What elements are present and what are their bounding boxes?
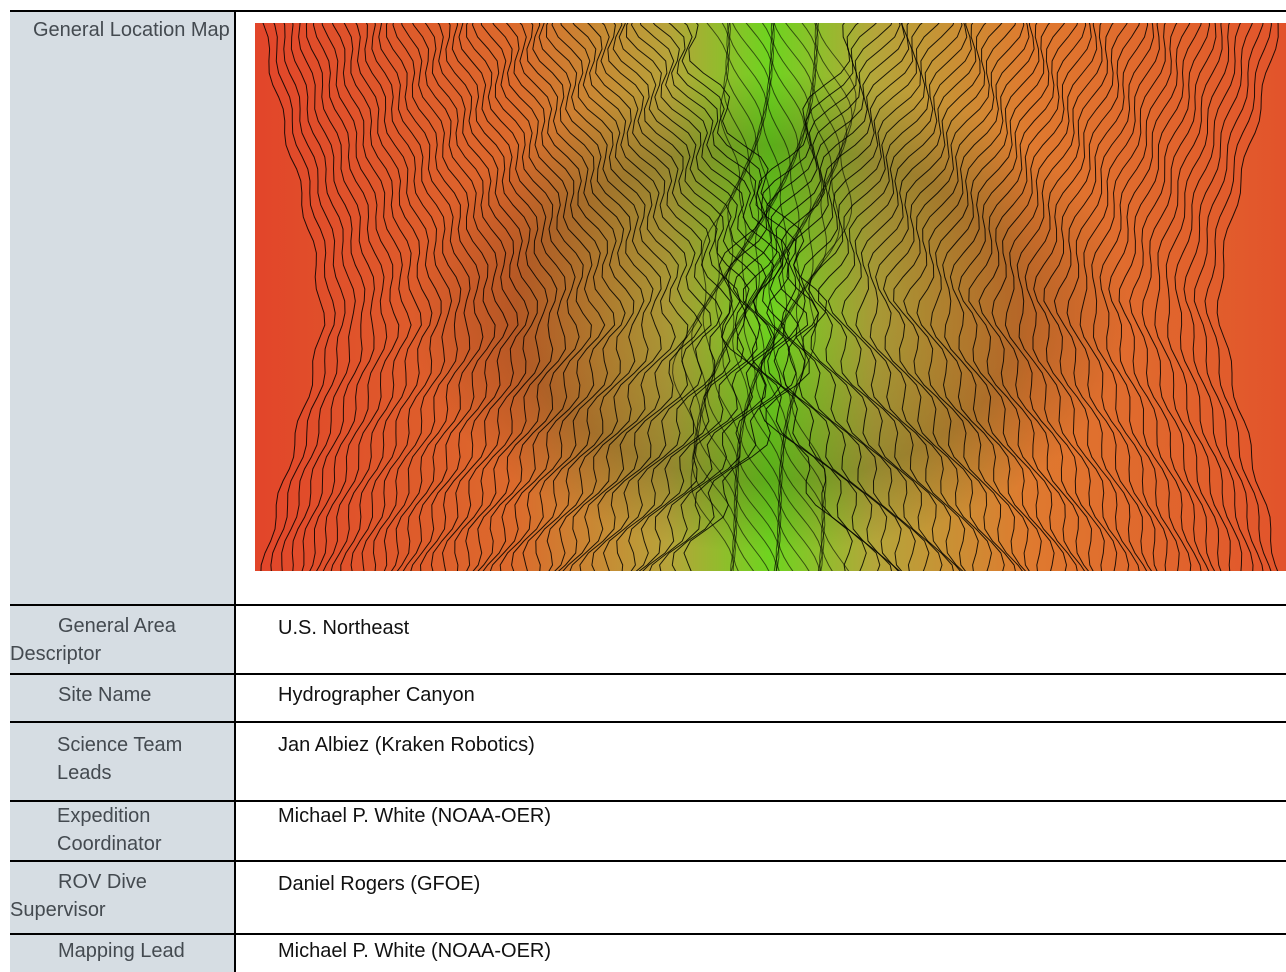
- value-text: Michael P. White (NOAA-OER): [278, 940, 552, 962]
- label-text: ROV Dive Supervisor: [10, 871, 147, 921]
- label-text: General Location Map: [33, 19, 230, 41]
- row-value-general-area-descriptor: U.S. Northeast: [236, 604, 1286, 673]
- table-top-border: [10, 10, 1286, 12]
- row-label-expedition-coordinator: Expedition Coordinator: [10, 800, 234, 860]
- row-label-general-location-map: General Location Map: [10, 12, 234, 604]
- label-text: Science Team Leads: [57, 734, 183, 784]
- row-label-mapping-lead: Mapping Lead: [10, 933, 234, 972]
- value-text: U.S. Northeast: [278, 617, 410, 639]
- label-text: Expedition Coordinator: [57, 805, 162, 855]
- row-label-rov-dive-supervisor: ROV Dive Supervisor: [10, 860, 234, 933]
- row-label-science-team-leads: Science Team Leads: [10, 721, 234, 800]
- row-value-mapping-lead: Michael P. White (NOAA-OER): [236, 933, 1286, 972]
- row-value-site-name: Hydrographer Canyon: [236, 673, 1286, 721]
- value-text: Michael P. White (NOAA-OER): [278, 805, 552, 827]
- value-text: Daniel Rogers (GFOE): [278, 873, 481, 895]
- row-value-science-team-leads: Jan Albiez (Kraken Robotics): [236, 721, 1286, 800]
- label-text: General Area Descriptor: [10, 615, 176, 665]
- row-value-rov-dive-supervisor: Daniel Rogers (GFOE): [236, 860, 1286, 933]
- row-label-general-area-descriptor: General Area Descriptor: [10, 604, 234, 673]
- row-value-expedition-coordinator: Michael P. White (NOAA-OER): [236, 800, 1286, 860]
- label-text: Site Name: [58, 684, 152, 706]
- value-text: Hydrographer Canyon: [278, 684, 475, 706]
- row-label-site-name: Site Name: [10, 673, 234, 721]
- table-column-divider: [234, 10, 236, 972]
- bathymetry-contour-map-icon: [255, 23, 1286, 571]
- bathymetry-map-image: [255, 23, 1286, 571]
- label-text: Mapping Lead: [58, 940, 185, 962]
- value-text: Jan Albiez (Kraken Robotics): [278, 734, 535, 756]
